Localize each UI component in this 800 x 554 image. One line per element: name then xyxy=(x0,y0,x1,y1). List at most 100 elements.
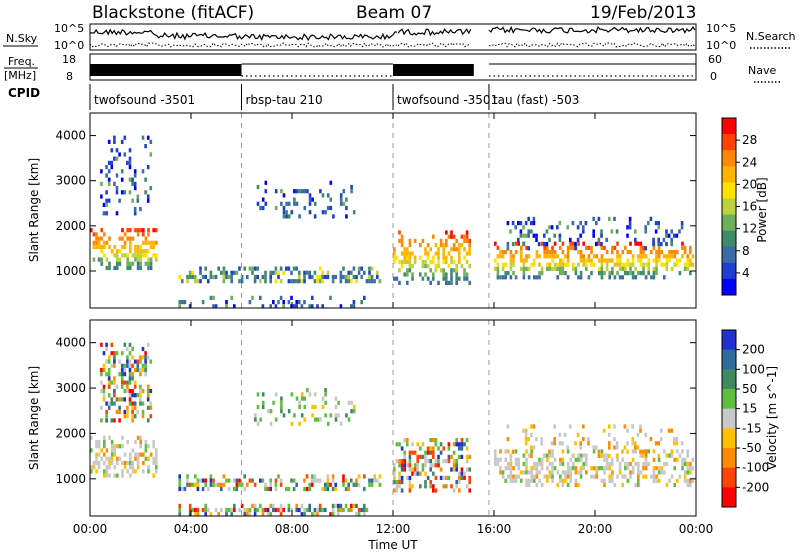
echo-cell-7 xyxy=(665,229,668,234)
echo-cell-2 xyxy=(331,279,335,284)
echo-cell-0 xyxy=(97,452,101,457)
echo-cell-1 xyxy=(123,397,127,402)
echo-cell-1 xyxy=(131,409,134,415)
echo-cell-6 xyxy=(629,461,632,467)
echo-cell-6 xyxy=(600,262,604,267)
echo-cell-4 xyxy=(347,400,351,405)
echo-cell-0 xyxy=(129,228,132,233)
echo-cell-6 xyxy=(618,262,622,267)
echo-cell-6 xyxy=(509,250,513,255)
echo-cell-5 xyxy=(408,454,412,459)
echo-cell-6 xyxy=(551,449,554,454)
echo-cell-6 xyxy=(663,275,666,280)
echo-cell-7 xyxy=(628,221,632,226)
echo-cell-6 xyxy=(629,470,632,475)
echo-cell-6 xyxy=(652,474,656,479)
echo-cell-6 xyxy=(613,482,617,488)
echo-cell-2 xyxy=(316,274,319,280)
echo-cell-6 xyxy=(525,254,528,259)
echo-cell-2 xyxy=(266,486,270,492)
echo-cell-7 xyxy=(660,428,663,433)
echo-cell-6 xyxy=(579,254,583,259)
echo-cell-6 xyxy=(657,466,661,471)
echo-cell-3 xyxy=(191,507,194,513)
echo-cell-5 xyxy=(398,238,401,243)
echo-cell-5 xyxy=(460,475,464,480)
echo-cell-0 xyxy=(113,473,116,478)
echo-cell-6 xyxy=(559,271,562,276)
echo-cell-6 xyxy=(507,461,510,467)
echo-cell-3 xyxy=(363,512,366,517)
echo-cell-1 xyxy=(131,418,134,423)
echo-cell-4 xyxy=(311,413,314,418)
echo-cell-3 xyxy=(331,503,335,508)
echo-cell-6 xyxy=(668,453,671,458)
echo-cell-7 xyxy=(673,441,676,446)
echo-cell-3 xyxy=(248,512,252,517)
echo-cell-1 xyxy=(115,148,119,153)
echo-cell-4 xyxy=(298,404,301,410)
echo-cell-7 xyxy=(522,242,525,247)
echo-cell-6 xyxy=(590,250,593,255)
echo-cell-4 xyxy=(313,417,317,422)
echo-cell-3 xyxy=(295,503,298,508)
beam-title: Beam 07 xyxy=(356,3,432,23)
echo-cell-7 xyxy=(654,441,658,446)
echo-cell-3 xyxy=(331,512,335,517)
echo-cell-3 xyxy=(329,512,332,517)
echo-cell-3 xyxy=(256,507,259,513)
echo-cell-6 xyxy=(561,266,565,271)
echo-cell-0 xyxy=(126,469,129,474)
echo-cell-5 xyxy=(429,480,432,485)
echo-cell-6 xyxy=(663,262,666,267)
echo-cell-5 xyxy=(395,480,399,485)
echo-cell-6 xyxy=(650,474,653,479)
echo-cell-4 xyxy=(282,214,286,219)
echo-cell-5 xyxy=(398,259,401,264)
echo-cell-3 xyxy=(251,295,254,300)
echo-cell-3 xyxy=(230,295,233,300)
echo-cell-5 xyxy=(408,450,412,455)
echo-cell-6 xyxy=(548,254,552,259)
echo-cell-6 xyxy=(691,254,695,259)
echo-cell-0 xyxy=(147,257,150,262)
echo-cell-7 xyxy=(524,221,528,226)
echo-cell-5 xyxy=(426,264,430,269)
echo-cell-6 xyxy=(494,449,497,454)
colorbar-swatch xyxy=(722,134,736,151)
echo-cell-5 xyxy=(455,272,458,277)
echo-cell-6 xyxy=(644,254,648,259)
echo-cell-6 xyxy=(652,258,656,263)
echo-cell-6 xyxy=(527,470,531,475)
echo-cell-0 xyxy=(121,473,124,478)
echo-cell-3 xyxy=(363,507,366,513)
echo-cell-4 xyxy=(334,396,338,401)
echo-cell-3 xyxy=(230,507,233,513)
echo-cell-1 xyxy=(128,156,132,161)
echo-cell-2 xyxy=(264,274,267,280)
echo-cell-4 xyxy=(280,189,283,194)
echo-cell-5 xyxy=(432,272,435,277)
echo-cell-4 xyxy=(332,214,335,219)
echo-cell-2 xyxy=(269,482,272,487)
echo-cell-0 xyxy=(92,460,96,466)
echo-cell-5 xyxy=(393,488,396,493)
echo-cell-4 xyxy=(285,201,288,206)
echo-cell-6 xyxy=(673,466,676,471)
echo-cell-6 xyxy=(634,241,637,246)
echo-cell-6 xyxy=(605,457,609,462)
echo-cell-6 xyxy=(618,254,622,259)
echo-cell-0 xyxy=(110,439,114,445)
echo-cell-1 xyxy=(118,198,121,203)
echo-cell-7 xyxy=(644,229,647,234)
echo-cell-6 xyxy=(621,457,624,462)
echo-cell-2 xyxy=(311,478,314,483)
echo-cell-7 xyxy=(657,441,660,446)
echo-cell-6 xyxy=(642,254,645,259)
echo-cell-1 xyxy=(131,181,134,186)
echo-cell-7 xyxy=(506,437,510,442)
echo-cell-2 xyxy=(376,270,379,275)
echo-cell-6 xyxy=(613,245,617,250)
echo-cell-7 xyxy=(680,221,684,226)
